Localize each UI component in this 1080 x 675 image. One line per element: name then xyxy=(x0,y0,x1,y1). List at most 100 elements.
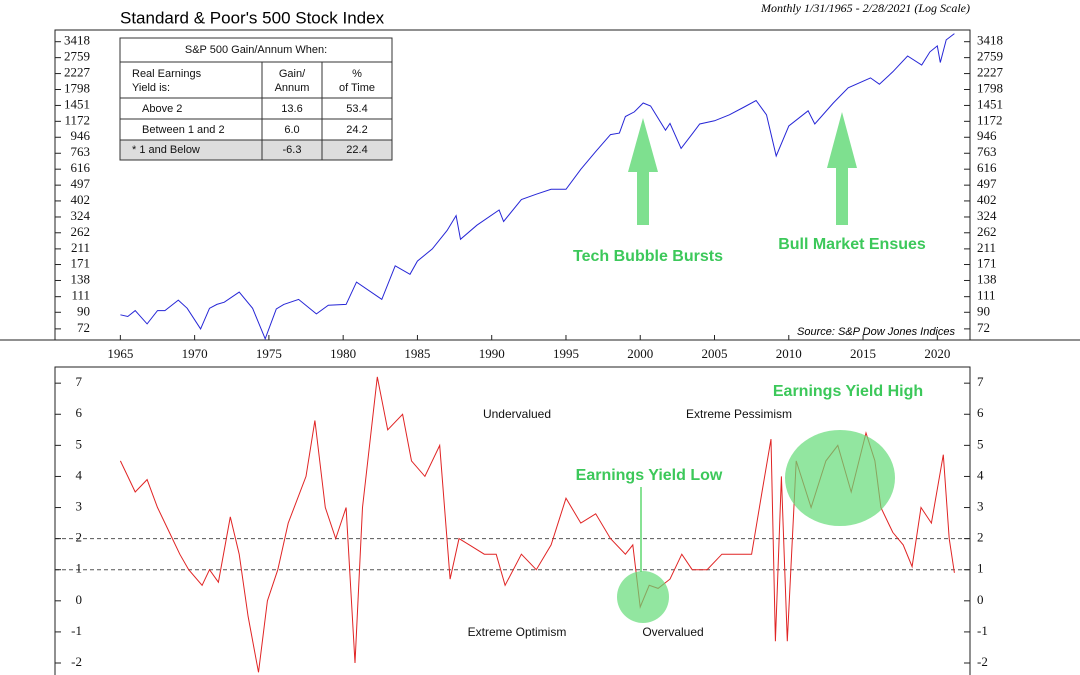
y-tick-label: 1798 xyxy=(64,80,90,95)
y-tick-label: 111 xyxy=(71,288,90,303)
y-tick-label-right: 72 xyxy=(977,320,990,335)
y-tick-label-right: -2 xyxy=(977,654,988,669)
table-row-highlight xyxy=(119,139,393,161)
y-tick-label-right: 5 xyxy=(977,436,984,451)
x-tick-label: 2020 xyxy=(924,346,950,361)
y-tick-label: 402 xyxy=(71,192,91,207)
y-tick-label: 72 xyxy=(77,320,90,335)
y-tick-label-right: 402 xyxy=(977,192,997,207)
y-tick-label-right: 616 xyxy=(977,160,997,175)
y-tick-label: 171 xyxy=(71,256,91,271)
y-tick-label-right: 6 xyxy=(977,405,984,420)
y-tick-label: 3 xyxy=(76,499,83,514)
y-tick-label-right: 324 xyxy=(977,208,997,223)
table-header: Real Earnings xyxy=(132,68,202,80)
y-tick-label: 2227 xyxy=(64,65,91,80)
y-tick-label-right: 262 xyxy=(977,224,997,239)
y-tick-label-right: 111 xyxy=(977,288,996,303)
x-tick-label: 1965 xyxy=(107,346,133,361)
y-tick-label-right: 1 xyxy=(977,561,984,576)
y-tick-label: 1451 xyxy=(64,96,90,111)
y-tick-label-right: 7 xyxy=(977,374,984,389)
y-tick-label: 2 xyxy=(76,530,83,545)
table-cell: 6.0 xyxy=(284,124,299,136)
table-header: Gain/ xyxy=(279,68,306,80)
y-tick-label-right: 0 xyxy=(977,592,984,607)
x-tick-label: 1985 xyxy=(404,346,430,361)
y-tick-label: 138 xyxy=(71,271,91,286)
y-tick-label: -1 xyxy=(71,623,82,638)
x-tick-label: 1995 xyxy=(553,346,579,361)
y-tick-label: 497 xyxy=(71,176,91,191)
table-header: % xyxy=(352,68,362,80)
x-tick-label: 2000 xyxy=(627,346,653,361)
annotation: Extreme Optimism xyxy=(468,625,567,639)
x-tick-label: 2005 xyxy=(702,346,728,361)
table-cell: Between 1 and 2 xyxy=(142,124,225,136)
y-tick-label: 6 xyxy=(76,405,83,420)
x-tick-label: 2010 xyxy=(776,346,802,361)
table-title: S&P 500 Gain/Annum When: xyxy=(185,44,327,56)
y-tick-label-right: 1172 xyxy=(977,112,1003,127)
annotation: Undervalued xyxy=(483,407,551,421)
table-header: of Time xyxy=(339,82,375,94)
x-tick-label: 1990 xyxy=(479,346,505,361)
bottom-panel-frame xyxy=(54,366,971,675)
y-tick-label-right: 171 xyxy=(977,256,997,271)
y-tick-label: 262 xyxy=(71,224,91,239)
arrow xyxy=(827,112,857,225)
arrow xyxy=(628,118,658,225)
annotation: Extreme Pessimism xyxy=(686,407,792,421)
y-tick-label-right: 763 xyxy=(977,144,997,159)
table-header: Annum xyxy=(275,82,310,94)
y-tick-label-right: 1798 xyxy=(977,80,1003,95)
table-cell: 53.4 xyxy=(346,103,367,115)
y-tick-label: 0 xyxy=(76,592,83,607)
y-tick-label: 763 xyxy=(71,144,91,159)
x-tick-label: 1980 xyxy=(330,346,356,361)
x-tick-label: 2015 xyxy=(850,346,876,361)
y-tick-label-right: 2227 xyxy=(977,65,1004,80)
annotation: Earnings Yield High xyxy=(773,383,923,400)
y-tick-label-right: 90 xyxy=(977,303,990,318)
y-tick-label-right: 3418 xyxy=(977,33,1003,48)
y-tick-label: 616 xyxy=(71,160,91,175)
data-line xyxy=(120,33,955,341)
highlight-circle xyxy=(617,571,669,623)
x-tick-label: 1975 xyxy=(256,346,282,361)
y-tick-label: 1172 xyxy=(64,112,90,127)
table-cell: 13.6 xyxy=(281,103,302,115)
table-cell: 22.4 xyxy=(346,144,367,156)
y-tick-label-right: -1 xyxy=(977,623,988,638)
y-tick-label-right: 2759 xyxy=(977,49,1003,64)
highlight-circle xyxy=(785,430,895,526)
x-tick-label: 1970 xyxy=(182,346,208,361)
y-tick-label: 211 xyxy=(71,240,90,255)
table-cell: -6.3 xyxy=(283,144,302,156)
y-tick-label-right: 497 xyxy=(977,176,997,191)
source: Source: S&P Dow Jones Indices xyxy=(797,326,955,338)
y-tick-label: 7 xyxy=(76,374,83,389)
table-cell: Above 2 xyxy=(142,103,182,115)
table-header: Yield is: xyxy=(132,82,170,94)
y-tick-label-right: 4 xyxy=(977,467,984,482)
y-tick-label-right: 138 xyxy=(977,271,997,286)
y-tick-label: 324 xyxy=(71,208,91,223)
gain-table: S&P 500 Gain/Annum When: Real Earnings Y… xyxy=(119,37,393,161)
annotation: Earnings Yield Low xyxy=(576,467,723,484)
y-tick-label-right: 1451 xyxy=(977,96,1003,111)
y-tick-label: 90 xyxy=(77,303,90,318)
y-tick-label: 3418 xyxy=(64,33,90,48)
chart-subtitle: Monthly 1/31/1965 - 2/28/2021 (Log Scale… xyxy=(760,1,970,15)
y-tick-label: 5 xyxy=(76,436,83,451)
table-cell: 24.2 xyxy=(346,124,367,136)
chart-title: Standard & Poor's 500 Stock Index xyxy=(120,8,385,27)
y-tick-label-right: 211 xyxy=(977,240,996,255)
annotation: Overvalued xyxy=(642,625,703,639)
y-tick-label: 946 xyxy=(71,128,91,143)
y-tick-label-right: 2 xyxy=(977,530,984,545)
table-cell: * 1 and Below xyxy=(132,144,200,156)
y-tick-label: 2759 xyxy=(64,49,90,64)
